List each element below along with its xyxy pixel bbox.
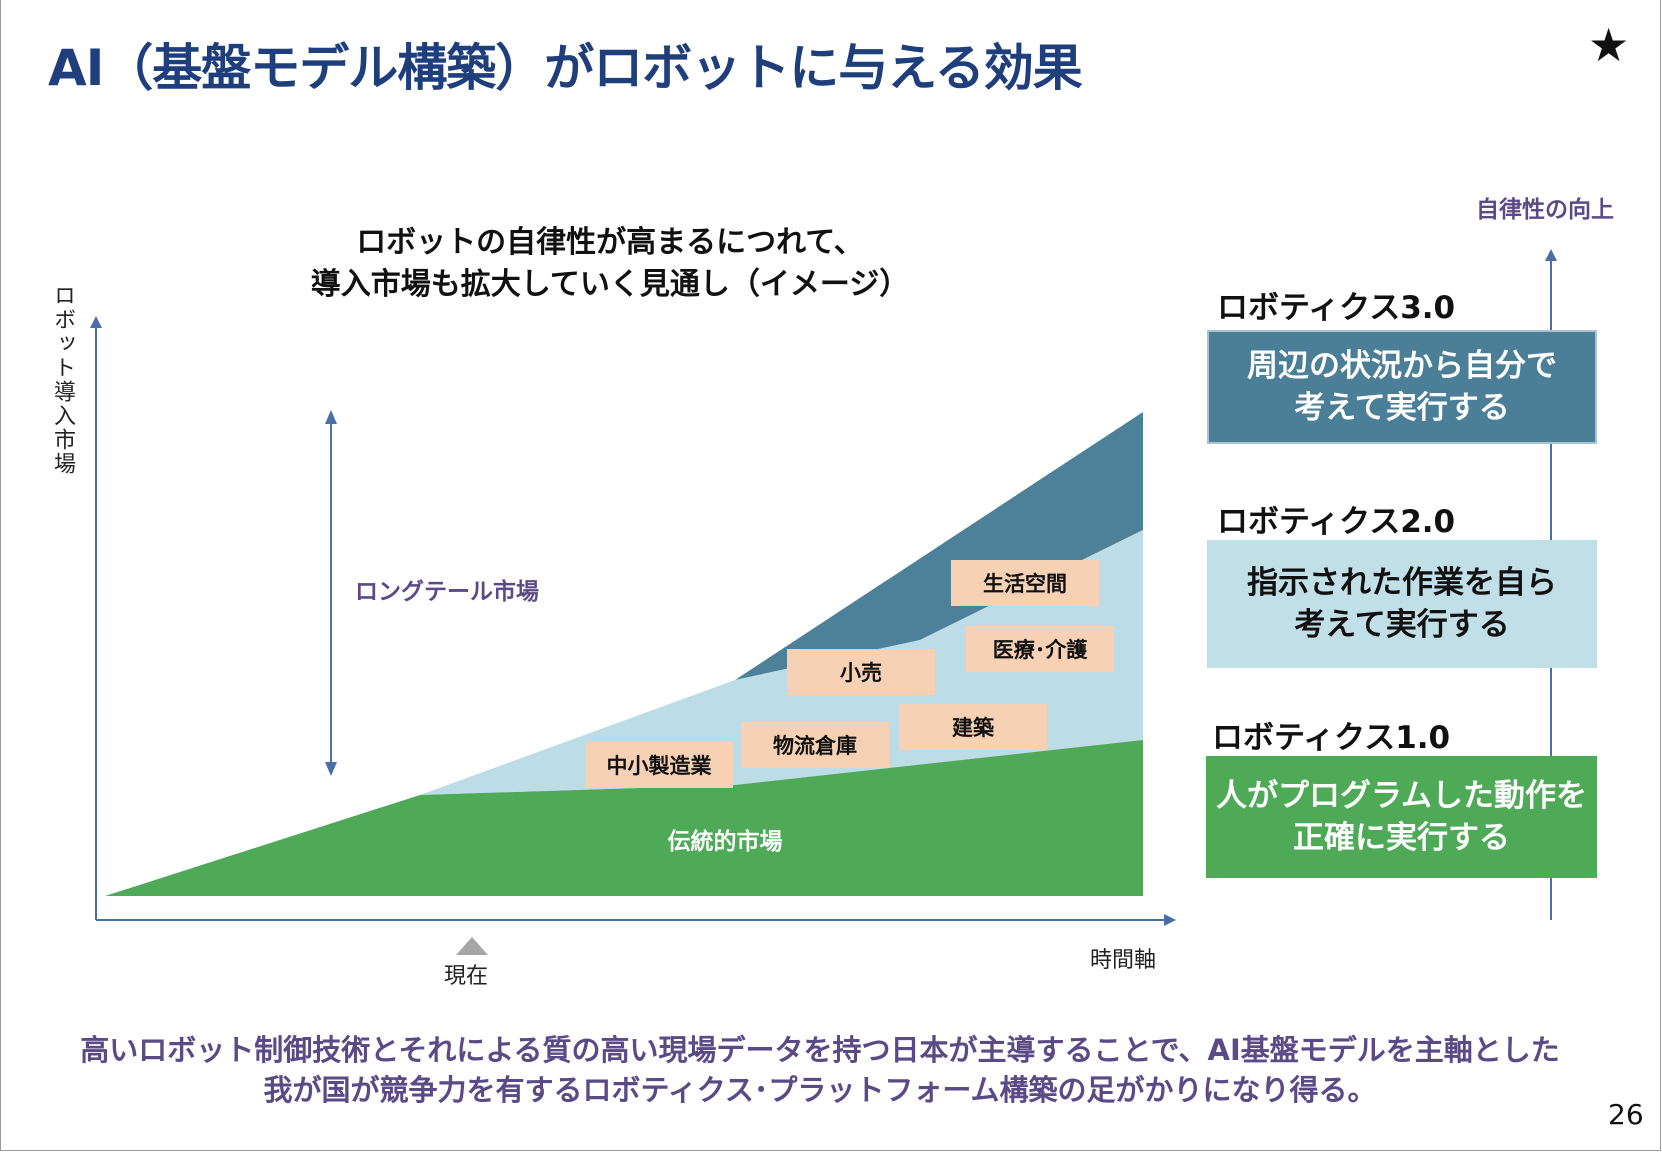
tag-living-space: 生活空間	[951, 560, 1099, 606]
conclusion-text: 高いロボット制御技術とそれによる質の高い現場データを持つ日本が主導することで、A…	[40, 1030, 1600, 1110]
robotics-1-title: ロボティクス1.0	[1212, 720, 1451, 756]
chart-heading-line1: ロボットの自律性が高まるにつれて、	[356, 225, 864, 260]
robotics-2-line2: 考えて実行する	[1294, 607, 1510, 643]
x-axis-label: 時間軸	[1090, 948, 1157, 973]
robotics-3-line2: 考えて実行する	[1294, 390, 1510, 426]
longtail-dark-area	[735, 412, 1143, 680]
tag-logistics-warehouse: 物流倉庫	[741, 722, 889, 768]
long-tail-label: ロングテール市場	[355, 579, 539, 605]
robotics-2-box: 指示された作業を自ら 考えて実行する	[1207, 540, 1597, 668]
longtail-arrow-bottom-head	[325, 762, 337, 776]
traditional-market-area	[105, 740, 1143, 896]
slide-title: AI（基盤モデル構築）がロボットに与える効果	[48, 39, 1083, 97]
page-number: 26	[1608, 1098, 1644, 1131]
tag-construction: 建築	[899, 704, 1047, 750]
traditional-market-label: 伝統的市場	[667, 829, 783, 855]
star-icon: ★	[1588, 18, 1630, 72]
robotics-1-line1: 人がプログラムした動作を	[1215, 778, 1588, 814]
chart-heading-line2: 導入市場も拡大していく見通し（イメージ）	[310, 267, 910, 302]
now-label: 現在	[444, 964, 489, 989]
y-axis-label: ロボット導入市場	[50, 284, 75, 476]
robotics-3-line1: 周辺の状況から自分で	[1247, 348, 1557, 384]
conclusion-line2: 我が国が競争力を有するロボティクス･プラットフォーム構築の足がかりになり得る。	[263, 1073, 1377, 1107]
conclusion-line1: 高いロボット制御技術とそれによる質の高い現場データを持つ日本が主導することで、A…	[80, 1033, 1560, 1067]
robotics-2-title: ロボティクス2.0	[1217, 504, 1456, 540]
autonomy-axis-label: 自律性の向上	[1476, 197, 1614, 223]
robotics-1-box: 人がプログラムした動作を 正確に実行する	[1206, 756, 1597, 878]
tag-medical-care: 医療･介護	[966, 626, 1114, 672]
robotics-1-line2: 正確に実行する	[1292, 820, 1510, 856]
chart-heading: ロボットの自律性が高まるにつれて、 導入市場も拡大していく見通し（イメージ）	[240, 222, 980, 306]
tag-retail: 小売	[787, 649, 935, 695]
robotics-3-box: 周辺の状況から自分で 考えて実行する	[1207, 330, 1597, 444]
robotics-3-title: ロボティクス3.0	[1217, 290, 1456, 326]
longtail-arrow-top-head	[325, 410, 337, 424]
tag-sme-manufacturing: 中小製造業	[585, 742, 733, 788]
robotics-2-line1: 指示された作業を自ら	[1247, 565, 1557, 601]
now-marker-icon	[456, 937, 488, 955]
